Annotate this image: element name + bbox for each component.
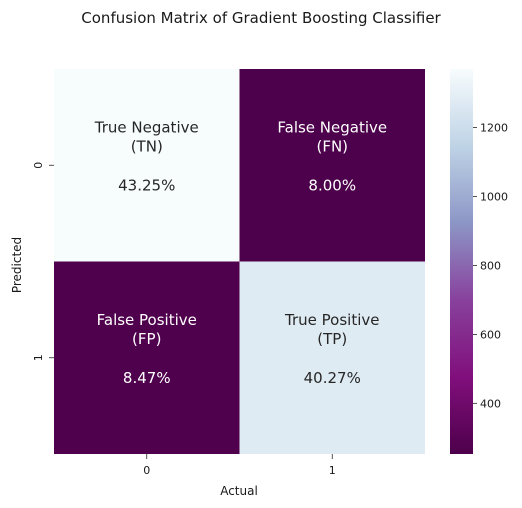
colorbar-tick-label: 1200 — [480, 122, 508, 135]
cell-name-label: True Negative — [94, 118, 199, 136]
cell-abbr-label: (FN) — [316, 137, 348, 155]
heatmap-cell — [54, 69, 240, 262]
cell-abbr-label: (TN) — [131, 137, 163, 155]
y-tick-label: 0 — [32, 162, 45, 169]
cell-abbr-label: (FP) — [132, 330, 161, 348]
cell-percent-label: 8.00% — [308, 176, 356, 194]
cell-percent-label: 40.27% — [304, 369, 361, 387]
y-tick-label: 1 — [32, 354, 45, 361]
cell-name-label: False Negative — [277, 118, 387, 136]
heatmap-cell — [239, 69, 425, 262]
colorbar — [450, 69, 473, 454]
colorbar-tick-label: 800 — [480, 259, 501, 272]
x-axis-label: Actual — [220, 484, 258, 498]
cell-name-label: True Positive — [284, 311, 379, 329]
colorbar-tick-label: 1000 — [480, 191, 508, 204]
cell-name-label: False Positive — [97, 311, 197, 329]
heatmap-cell — [54, 261, 240, 454]
cell-percent-label: 8.47% — [123, 369, 171, 387]
chart-title: Confusion Matrix of Gradient Boosting Cl… — [81, 9, 441, 27]
x-tick-label: 1 — [329, 464, 336, 477]
colorbar-tick-label: 600 — [480, 328, 501, 341]
y-axis-label: Predicted — [10, 237, 24, 293]
colorbar-tick-label: 400 — [480, 397, 501, 410]
cell-abbr-label: (TP) — [317, 330, 347, 348]
y-axis-ticks: 01 — [32, 162, 54, 361]
colorbar-ticks: 400 600 800 1000 1200 — [473, 122, 508, 410]
heatmap-cell-labels: True Negative(TN) 43.25% False Negative(FN… — [94, 118, 387, 387]
heatmap-cells — [54, 69, 425, 454]
cell-percent-label: 43.25% — [118, 176, 175, 194]
x-tick-label: 0 — [143, 464, 150, 477]
heatmap-cell — [239, 261, 425, 454]
